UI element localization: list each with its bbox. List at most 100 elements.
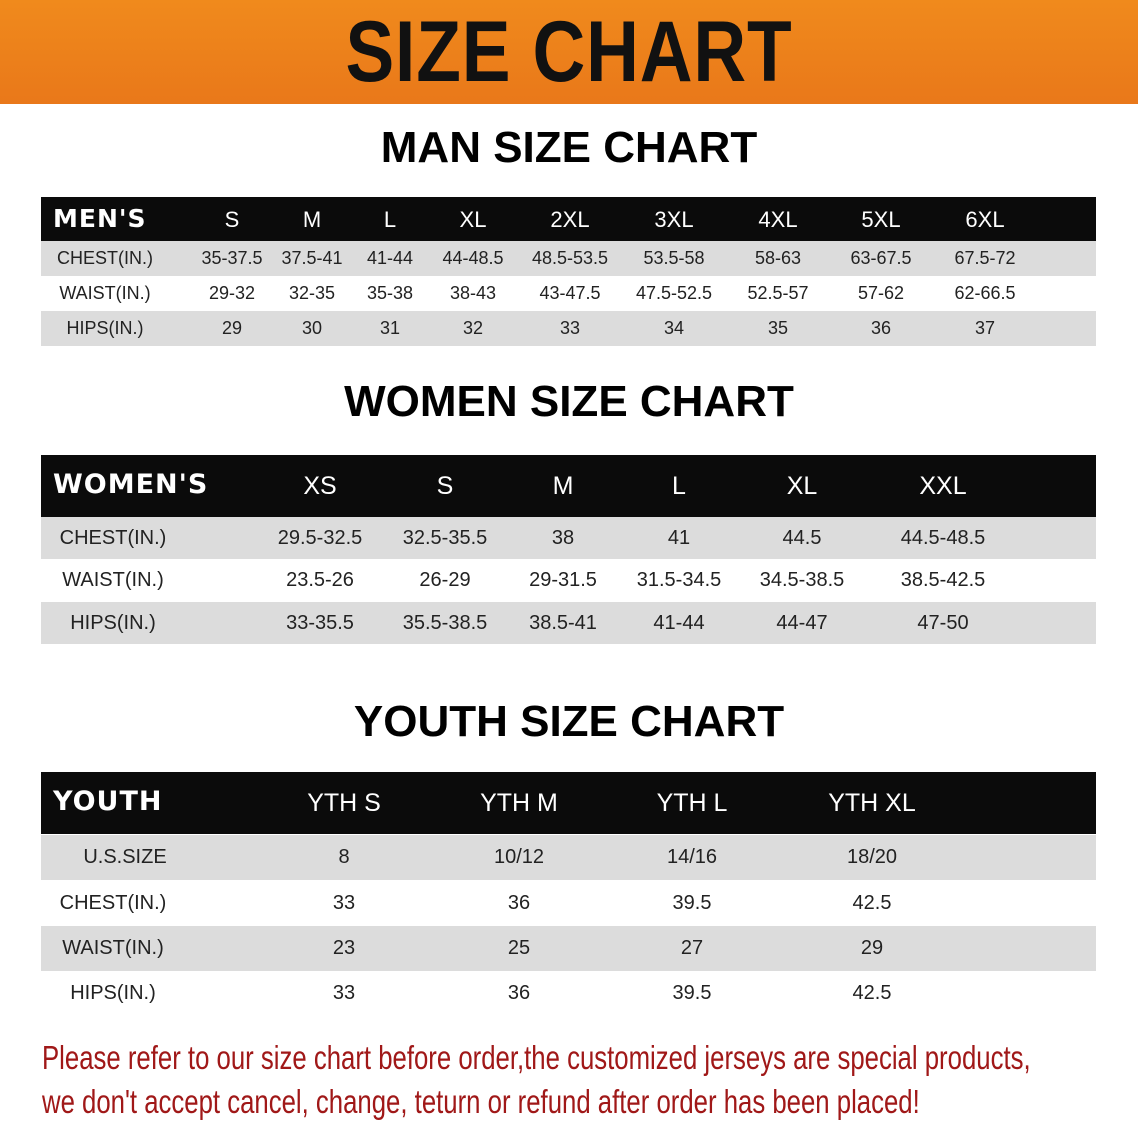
women-measurement-cell: 23.5-26 (286, 569, 354, 591)
men-table-row: WAIST(IN.) 29-32 32-35 35-38 38-43 43-47.5 47.… (41, 276, 1096, 310)
men-measurement-cell: 32 (462, 318, 484, 338)
men-measurement-cell: 35 (767, 318, 789, 338)
youth-measurement-cell: 39.5 (672, 892, 712, 914)
banner-title: SIZE CHART (345, 4, 793, 100)
men-measurement-cell: 35-37.5 (201, 248, 263, 268)
men-table-row: CHEST(IN.) 35-37.5 37.5-41 41-44 44-48.5 48.5… (41, 241, 1096, 276)
youth-section-title: YOUTH SIZE CHART (353, 697, 785, 746)
men-header-row: MEN'S S M L XL 2XL 3XL 4XL 5XL 6XL (41, 197, 1096, 241)
men-measurement-cell: 34 (663, 318, 685, 338)
men-measurement-cell: 58-63 (754, 248, 802, 268)
youth-measurement-cell: 42.5 (852, 892, 892, 914)
youth-measurement-cell: 23 (332, 937, 356, 959)
youth-table-row: WAIST(IN.) 23 25 27 29 (41, 926, 1096, 971)
women-measurement-cell: 44-47 (776, 612, 828, 634)
women-measurement-cell: 47-50 (917, 612, 969, 634)
men-row-label: CHEST(IN.) (57, 248, 153, 268)
men-measurement-cell: 31 (379, 318, 401, 338)
women-row-label: WAIST(IN.) (62, 569, 164, 591)
women-table-row: WAIST(IN.) 23.5-26 26-29 29-31.5 31.5-34.5 34… (41, 559, 1096, 601)
youth-measurement-cell: 27 (680, 937, 704, 959)
women-row-label: HIPS(IN.) (70, 612, 156, 634)
women-measurement-cell: 44.5 (782, 527, 822, 549)
women-measurement-cell: 29-31.5 (529, 569, 597, 591)
women-size-header: S (436, 472, 454, 500)
men-measurement-cell: 44-48.5 (442, 248, 504, 268)
women-size-header: XXL (919, 472, 967, 500)
women-measurement-cell: 31.5-34.5 (636, 569, 722, 591)
men-size-header: 4XL (758, 207, 798, 232)
youth-measurement-cell: 42.5 (852, 982, 892, 1004)
men-measurement-cell: 48.5-53.5 (531, 248, 609, 268)
men-row-label: HIPS(IN.) (66, 318, 144, 338)
men-measurement-cell: 33 (559, 318, 581, 338)
men-measurement-cell: 37.5-41 (281, 248, 343, 268)
men-row-label: WAIST(IN.) (59, 283, 151, 303)
men-size-header: 2XL (550, 207, 590, 232)
women-measurement-cell: 44.5-48.5 (900, 527, 986, 549)
men-size-header: L (383, 207, 397, 232)
women-measurement-cell: 32.5-35.5 (402, 527, 488, 549)
youth-row-label: CHEST(IN.) (59, 892, 167, 914)
women-measurement-cell: 41-44 (653, 612, 705, 634)
men-measurement-cell: 30 (301, 318, 323, 338)
notice-line-2: we don't accept cancel, change, teturn o… (42, 1083, 920, 1120)
women-measurement-cell: 38.5-41 (529, 612, 597, 634)
women-measurement-cell: 38.5-42.5 (900, 569, 986, 591)
men-measurement-cell: 43-47.5 (539, 283, 601, 303)
youth-measurement-cell: 8 (338, 846, 350, 868)
youth-size-header: YTH XL (828, 789, 916, 817)
youth-table-row: HIPS(IN.) 33 36 39.5 42.5 (41, 971, 1096, 1016)
men-measurement-cell: 53.5-58 (643, 248, 705, 268)
youth-row-label: WAIST(IN.) (62, 937, 164, 959)
men-measurement-cell: 35-38 (366, 283, 414, 303)
notice-line-1: Please refer to our size chart before or… (42, 1039, 1031, 1076)
men-size-header: XL (459, 207, 487, 232)
men-size-header: 5XL (861, 207, 901, 232)
youth-header-row: YOUTH YTH S YTH M YTH L YTH XL (41, 772, 1096, 834)
youth-row-label: U.S.SIZE (83, 846, 167, 868)
men-measurement-cell: 57-62 (857, 283, 905, 303)
men-size-header: S (224, 207, 240, 232)
youth-table-row: U.S.SIZE 8 10/12 14/16 18/20 (41, 835, 1096, 880)
women-size-header: XS (303, 472, 337, 500)
youth-measurement-cell: 18/20 (846, 846, 898, 868)
men-measurement-cell: 47.5-52.5 (635, 283, 713, 303)
women-table-row: CHEST(IN.) 29.5-32.5 32.5-35.5 38 41 44.5 44.5… (41, 517, 1096, 559)
women-measurement-cell: 26-29 (419, 569, 471, 591)
youth-measurement-cell: 29 (860, 937, 884, 959)
youth-size-header: YTH L (656, 789, 728, 817)
women-table-row: HIPS(IN.) 33-35.5 35.5-38.5 38.5-41 41-44 44-… (41, 602, 1096, 644)
women-size-header: L (672, 472, 686, 500)
men-measurement-cell: 36 (870, 318, 892, 338)
women-row-label: CHEST(IN.) (59, 527, 167, 549)
size-chart-banner: SIZE CHART (0, 0, 1138, 104)
men-size-header: 6XL (965, 207, 1005, 232)
men-measurement-cell: 41-44 (366, 248, 414, 268)
women-measurement-cell: 38 (551, 527, 575, 549)
men-measurement-cell: 32-35 (288, 283, 336, 303)
women-header-row: WOMEN'S XS S M L XL XXL (41, 455, 1096, 517)
youth-measurement-cell: 33 (332, 982, 356, 1004)
women-size-header: M (552, 472, 574, 500)
women-measurement-cell: 35.5-38.5 (402, 612, 488, 634)
men-measurement-cell: 29-32 (208, 283, 256, 303)
youth-measurement-cell: 25 (507, 937, 531, 959)
men-measurement-cell: 52.5-57 (747, 283, 809, 303)
youth-measurement-cell: 33 (332, 892, 356, 914)
men-size-header: 3XL (654, 207, 694, 232)
youth-measurement-cell: 36 (507, 892, 531, 914)
men-measurement-cell: 63-67.5 (850, 248, 912, 268)
men-measurement-cell: 37 (974, 318, 996, 338)
women-measurement-cell: 41 (667, 527, 691, 549)
youth-measurement-cell: 39.5 (672, 982, 712, 1004)
women-header-label: WOMEN'S (53, 469, 209, 500)
youth-header-label: YOUTH (53, 786, 163, 817)
youth-table-row: CHEST(IN.) 33 36 39.5 42.5 (41, 880, 1096, 926)
youth-measurement-cell: 14/16 (666, 846, 718, 868)
men-measurement-cell: 29 (221, 318, 243, 338)
women-size-header: XL (786, 472, 818, 500)
men-table-row: HIPS(IN.) 29 30 31 32 33 34 35 36 37 (41, 311, 1096, 346)
men-measurement-cell: 62-66.5 (954, 283, 1016, 303)
women-measurement-cell: 33-35.5 (286, 612, 354, 634)
